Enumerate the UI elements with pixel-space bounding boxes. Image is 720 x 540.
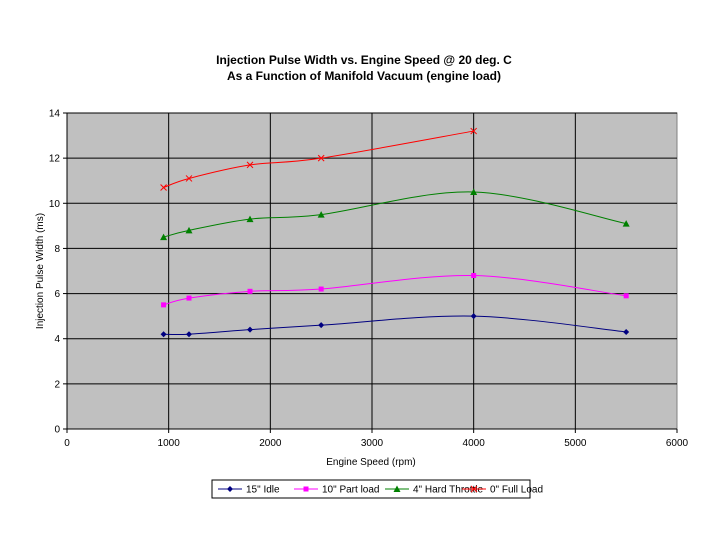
series-3: [160, 127, 478, 191]
legend-label: 0" Full Load: [490, 485, 543, 496]
data-point: [161, 302, 167, 308]
legend-label: 15" Idle: [246, 485, 280, 496]
y-tick-label: 14: [49, 109, 61, 120]
y-tick-label: 6: [54, 289, 60, 300]
legend-marker: [227, 486, 233, 492]
series-layer: [160, 127, 630, 338]
x-tick-label: 0: [64, 438, 70, 449]
data-point: [471, 273, 477, 279]
legend-item: 15" Idle: [218, 485, 280, 496]
data-point: [623, 293, 629, 299]
data-point: [622, 220, 630, 227]
y-tick-label: 4: [54, 334, 60, 345]
data-point: [470, 313, 477, 320]
series-2: [160, 188, 630, 241]
gridlines: [67, 112, 677, 429]
data-point: [160, 331, 167, 338]
data-point: [247, 326, 253, 333]
data-point: [317, 154, 325, 162]
data-point: [470, 127, 478, 135]
data-point: [317, 211, 325, 218]
data-point: [470, 188, 478, 195]
y-tick-label: 12: [49, 154, 61, 165]
legend-label: 4" Hard Throttle: [413, 485, 484, 496]
data-point: [247, 288, 253, 294]
data-point: [186, 295, 192, 301]
x-tick-label: 4000: [463, 438, 486, 449]
data-point: [160, 233, 168, 241]
x-tick-label: 3000: [361, 438, 384, 449]
x-tick-label: 6000: [666, 438, 689, 449]
data-point: [623, 328, 630, 335]
x-tick-label: 1000: [158, 438, 181, 449]
x-tick-label: 5000: [564, 438, 587, 449]
legend-item: 10" Part load: [294, 485, 379, 496]
data-point: [246, 161, 254, 169]
legend-item: 0" Full Load: [462, 485, 543, 496]
series-line: [163, 130, 474, 188]
data-point: [318, 286, 324, 292]
data-point: [185, 226, 193, 234]
legend-marker: [470, 485, 478, 493]
series-0: [160, 313, 630, 338]
data-point: [246, 215, 254, 223]
chart-title-line-2: As a Function of Manifold Vacuum (engine…: [227, 69, 501, 83]
x-axis-label: Engine Speed (rpm): [326, 457, 416, 468]
x-tick-label: 2000: [259, 438, 282, 449]
chart-title-line-1: Injection Pulse Width vs. Engine Speed @…: [216, 53, 512, 67]
y-tick-label: 0: [54, 425, 60, 436]
legend-marker: [303, 486, 309, 492]
data-point: [318, 322, 325, 329]
data-point: [186, 331, 192, 338]
y-tick-label: 10: [49, 199, 61, 210]
data-point: [160, 184, 167, 191]
legend-label: 10" Part load: [322, 485, 379, 496]
data-point: [185, 175, 193, 182]
series-1: [161, 273, 629, 308]
legend-marker: [393, 485, 401, 492]
legend-box: [211, 479, 531, 499]
legend: 15" Idle 10" Part load 4" Hard Throttle 0" …: [211, 479, 543, 499]
y-tick-label: 8: [54, 244, 60, 255]
y-axis-label: Injection Pulse Width (ms): [35, 213, 46, 329]
legend-item: 4" Hard Throttle: [385, 485, 484, 496]
axes: 0 2 4 6 8 10 12 14 0 1000 2000 3000 4000 5000 6000: [49, 109, 689, 450]
y-tick-label: 2: [54, 379, 60, 390]
